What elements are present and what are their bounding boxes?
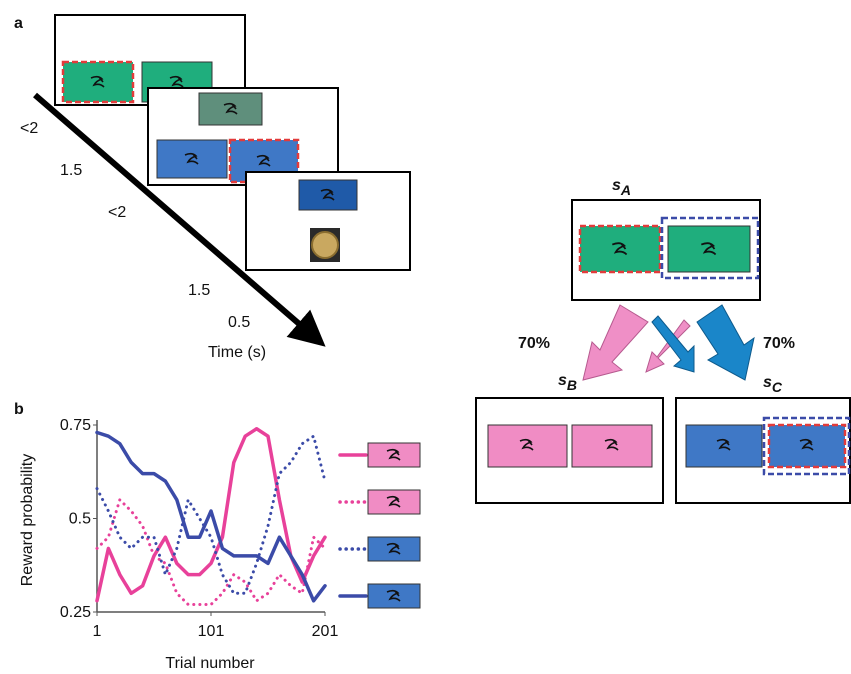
series-line — [95, 426, 327, 603]
legend-box — [367, 536, 421, 562]
state-letter: s — [558, 372, 567, 389]
x-tick-label: 101 — [198, 623, 225, 640]
state-label: sA — [612, 177, 631, 198]
state-letter: s — [763, 374, 772, 391]
coin — [311, 231, 339, 259]
stimulus — [61, 60, 135, 104]
stimulus — [667, 225, 751, 273]
panel-label: a — [14, 15, 23, 32]
stimulus — [767, 423, 847, 469]
legend-box — [367, 489, 421, 515]
transition-arrow — [645, 319, 691, 373]
timeline-label: 0.5 — [228, 314, 250, 331]
timeline-label: 1.5 — [188, 282, 210, 299]
series-line — [95, 498, 327, 607]
timeline-label: 1.5 — [60, 162, 82, 179]
y-axis-label: Reward probability — [19, 454, 36, 587]
legend-box — [367, 442, 421, 468]
state-label: sB — [558, 372, 577, 393]
y-tick-label: 0.5 — [69, 511, 91, 528]
x-tick-label: 1 — [93, 623, 102, 640]
series-line — [95, 430, 327, 603]
stimulus — [578, 224, 662, 274]
transition-arrow — [582, 304, 649, 381]
legend-box — [367, 583, 421, 609]
state-letter: s — [612, 177, 621, 194]
transition-label: 70% — [763, 335, 795, 352]
timeline-label: <2 — [108, 204, 126, 221]
state-subscript: B — [567, 377, 577, 393]
panel-label: b — [14, 401, 24, 418]
y-tick-label: 0.25 — [60, 604, 91, 621]
trial-screens — [54, 14, 411, 271]
state-label: sC — [763, 374, 783, 395]
transition-arrow — [696, 304, 755, 381]
choice-outline — [660, 216, 760, 280]
time-label: Time (s) — [208, 344, 266, 361]
x-tick-label: 201 — [312, 623, 339, 640]
x-axis-label: Trial number — [165, 655, 255, 672]
y-tick-label: 0.75 — [60, 417, 91, 434]
transition-arrow — [651, 315, 695, 373]
time-arrow — [33, 92, 326, 347]
chart: 0.25 0.5 0.75 1 101 201 — [60, 417, 421, 640]
stimulus — [685, 424, 763, 468]
stimulus — [487, 424, 568, 468]
timeline-label: <2 — [20, 120, 38, 137]
choice-outline — [762, 416, 851, 476]
stimulus — [298, 179, 358, 211]
stimulus — [571, 424, 653, 468]
state-subscript: C — [772, 379, 783, 395]
transition-label: 70% — [518, 335, 550, 352]
state-subscript: A — [620, 182, 631, 198]
stimulus — [156, 139, 228, 179]
